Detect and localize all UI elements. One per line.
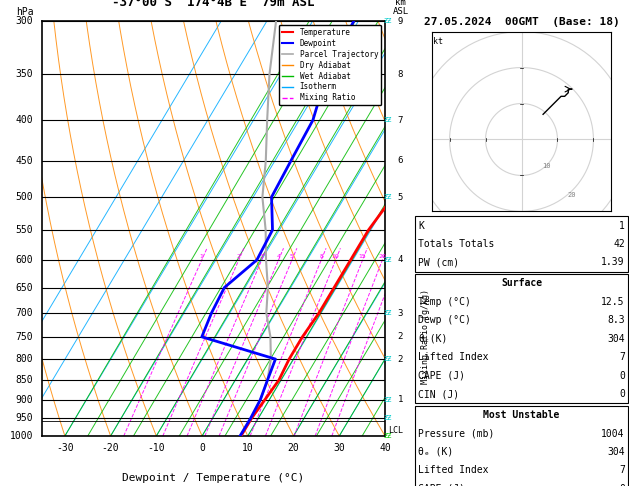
Text: Surface: Surface (501, 278, 542, 288)
Text: 2: 2 (398, 332, 403, 341)
Text: 10: 10 (542, 163, 551, 169)
Text: Lifted Index: Lifted Index (418, 352, 489, 362)
Text: 0: 0 (619, 484, 625, 486)
Text: LCL: LCL (388, 426, 403, 435)
Text: 42: 42 (613, 239, 625, 249)
Text: kt: kt (433, 37, 443, 46)
Text: -10: -10 (148, 443, 165, 453)
Text: θₑ (K): θₑ (K) (418, 447, 454, 457)
Text: ƵƵ: ƵƵ (384, 194, 392, 200)
Text: 800: 800 (16, 354, 33, 364)
Text: 10: 10 (331, 254, 340, 259)
Text: 27.05.2024  00GMT  (Base: 18): 27.05.2024 00GMT (Base: 18) (423, 17, 620, 27)
Text: Most Unstable: Most Unstable (483, 410, 560, 420)
Text: 304: 304 (607, 334, 625, 344)
Text: ƵƵ: ƵƵ (384, 416, 392, 421)
Text: 4: 4 (277, 254, 281, 259)
Text: 5: 5 (290, 254, 294, 259)
Text: 0: 0 (199, 443, 205, 453)
Text: 9: 9 (398, 17, 403, 25)
Text: 3: 3 (260, 254, 264, 259)
Text: Lifted Index: Lifted Index (418, 466, 489, 475)
Text: 40: 40 (379, 443, 391, 453)
Text: 20: 20 (379, 254, 386, 259)
Text: -20: -20 (102, 443, 120, 453)
Text: 850: 850 (16, 375, 33, 385)
Text: 5: 5 (398, 192, 403, 202)
Text: 400: 400 (16, 115, 33, 125)
Text: 8: 8 (320, 254, 323, 259)
Text: 1.39: 1.39 (601, 258, 625, 267)
Text: 7: 7 (619, 352, 625, 362)
Text: 0: 0 (619, 389, 625, 399)
Text: 1: 1 (398, 395, 403, 404)
Text: 500: 500 (16, 192, 33, 202)
Text: km
ASL: km ASL (392, 0, 409, 16)
Text: 1: 1 (200, 254, 204, 259)
Text: ƵƵ: ƵƵ (384, 356, 392, 362)
Legend: Temperature, Dewpoint, Parcel Trajectory, Dry Adiabat, Wet Adiabat, Isotherm, Mi: Temperature, Dewpoint, Parcel Trajectory… (279, 25, 381, 105)
Text: CAPE (J): CAPE (J) (418, 371, 465, 381)
Text: 600: 600 (16, 255, 33, 265)
Text: ƵƵ: ƵƵ (384, 257, 392, 263)
Text: 7: 7 (398, 116, 403, 125)
Text: 2: 2 (398, 355, 403, 364)
Text: 950: 950 (16, 413, 33, 423)
Text: 30: 30 (333, 443, 345, 453)
Text: 2: 2 (237, 254, 241, 259)
Text: 1000: 1000 (10, 431, 33, 441)
Text: ƵƵ: ƵƵ (384, 310, 392, 316)
Text: ƵƵ: ƵƵ (384, 18, 392, 24)
Text: 10: 10 (242, 443, 253, 453)
Text: CIN (J): CIN (J) (418, 389, 459, 399)
Text: Mixing Ratio (g/kg): Mixing Ratio (g/kg) (421, 289, 430, 384)
Text: 7: 7 (619, 466, 625, 475)
Text: 750: 750 (16, 332, 33, 342)
Text: 450: 450 (16, 156, 33, 166)
Text: 15: 15 (359, 254, 367, 259)
Text: 1004: 1004 (601, 429, 625, 438)
Text: 4: 4 (398, 256, 403, 264)
Text: 20: 20 (567, 192, 576, 198)
Text: 304: 304 (607, 447, 625, 457)
Text: ƵƵ: ƵƵ (384, 397, 392, 403)
Text: 3: 3 (398, 309, 403, 317)
Text: θₜ(K): θₜ(K) (418, 334, 447, 344)
Text: 300: 300 (16, 16, 33, 26)
Text: CAPE (J): CAPE (J) (418, 484, 465, 486)
Text: 350: 350 (16, 69, 33, 79)
Text: Dewpoint / Temperature (°C): Dewpoint / Temperature (°C) (123, 473, 304, 484)
Text: ƵƵ: ƵƵ (384, 433, 392, 439)
Text: 8.3: 8.3 (607, 315, 625, 325)
Text: K: K (418, 221, 424, 230)
Text: Dewp (°C): Dewp (°C) (418, 315, 471, 325)
Text: 20: 20 (287, 443, 299, 453)
Text: 8: 8 (398, 69, 403, 79)
Text: -37°00'S  174°4B'E  79m ASL: -37°00'S 174°4B'E 79m ASL (112, 0, 314, 9)
Text: Pressure (mb): Pressure (mb) (418, 429, 494, 438)
Text: 6: 6 (398, 156, 403, 165)
Text: 700: 700 (16, 308, 33, 318)
Text: Totals Totals: Totals Totals (418, 239, 494, 249)
Text: 0: 0 (619, 371, 625, 381)
Text: hPa: hPa (16, 7, 33, 17)
Text: 550: 550 (16, 225, 33, 235)
Text: 650: 650 (16, 282, 33, 293)
Text: Temp (°C): Temp (°C) (418, 297, 471, 307)
Text: ƵƵ: ƵƵ (384, 117, 392, 123)
Text: 900: 900 (16, 395, 33, 405)
Text: 12.5: 12.5 (601, 297, 625, 307)
Text: PW (cm): PW (cm) (418, 258, 459, 267)
Text: 1: 1 (619, 221, 625, 230)
Text: -30: -30 (56, 443, 74, 453)
